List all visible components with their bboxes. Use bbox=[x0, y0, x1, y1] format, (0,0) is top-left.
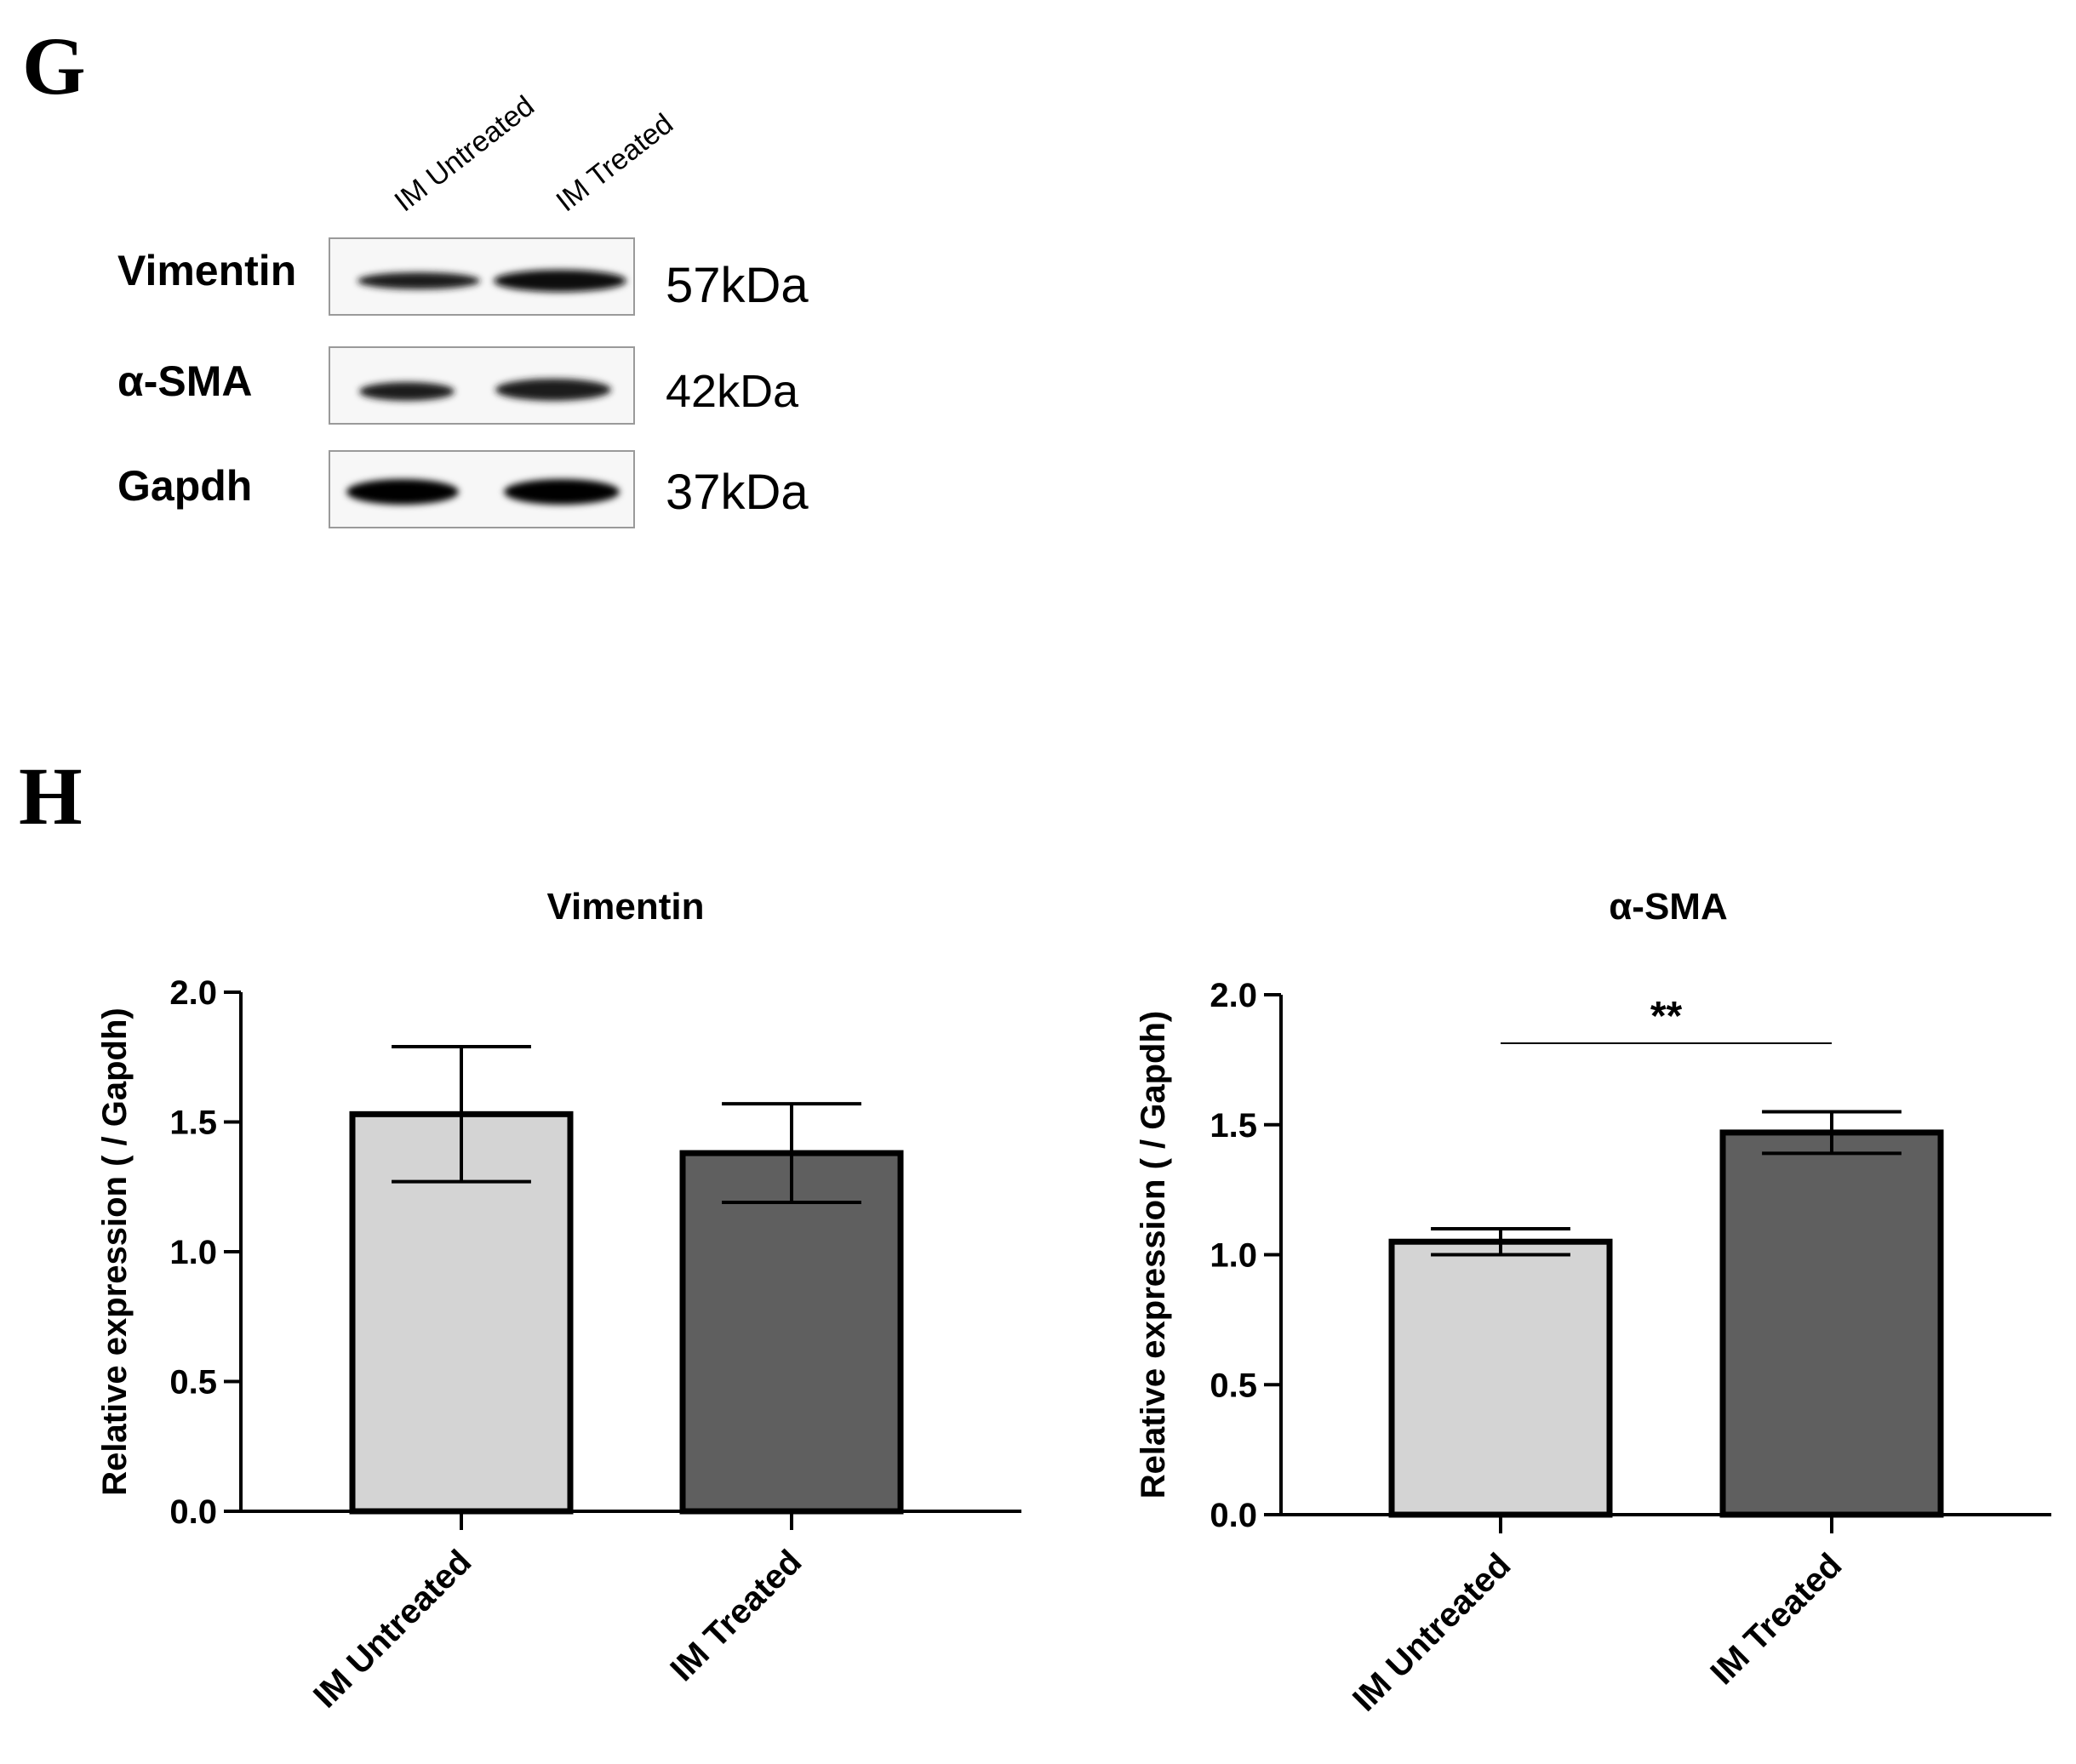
band-vimentin-untreated bbox=[357, 272, 480, 289]
y-tick-label: 1.5 bbox=[169, 1105, 217, 1142]
band-gapdh-untreated bbox=[346, 479, 459, 505]
y-tick-label: 0.0 bbox=[1210, 1497, 1257, 1534]
significance-marker: ** bbox=[1650, 994, 1683, 1039]
y-axis-label: Relative expression ( / Gapdh) bbox=[1135, 1011, 1172, 1499]
y-tick-label: 0.5 bbox=[169, 1364, 217, 1401]
x-tick-label: IM Untreated bbox=[306, 1543, 478, 1715]
blot-size-asma: 42kDa bbox=[666, 366, 799, 417]
x-tick-label: IM Treated bbox=[663, 1543, 809, 1688]
bar-treated bbox=[1719, 1129, 1944, 1518]
bar-untreated bbox=[1388, 1238, 1613, 1518]
band-asma-treated bbox=[495, 379, 611, 401]
blot-protein-vimentin: Vimentin bbox=[117, 247, 296, 294]
blot-size-gapdh: 37kDa bbox=[666, 465, 809, 520]
chart-asma: α-SMA Relative expression ( / Gapdh) 0.0 0.… bbox=[1135, 886, 2051, 1719]
chart-title: Vimentin bbox=[546, 886, 704, 928]
y-tick-label: 1.0 bbox=[1210, 1237, 1257, 1275]
y-tick-label: 1.0 bbox=[169, 1234, 217, 1271]
chart-vimentin: Vimentin Relative expression ( / Gapdh) 0.… bbox=[96, 886, 1021, 1715]
x-tick-label: IM Treated bbox=[1703, 1546, 1849, 1692]
lane-label-treated: IM Treated bbox=[551, 107, 679, 218]
y-tick-label: 0.5 bbox=[1210, 1367, 1257, 1404]
y-tick-label: 0.0 bbox=[169, 1493, 217, 1531]
western-blot: IM Untreated IM Treated Vimentin 57kDa α… bbox=[117, 89, 809, 528]
band-vimentin-treated bbox=[494, 270, 626, 292]
bar-treated bbox=[679, 1150, 904, 1515]
blot-size-vimentin: 57kDa bbox=[666, 258, 809, 313]
band-gapdh-treated bbox=[504, 479, 620, 505]
panel-label-h: H bbox=[19, 751, 83, 842]
blot-protein-gapdh: Gapdh bbox=[117, 462, 252, 510]
lane-label-untreated: IM Untreated bbox=[389, 89, 540, 218]
y-tick-label: 2.0 bbox=[1210, 977, 1257, 1014]
chart-title: α-SMA bbox=[1609, 886, 1727, 928]
y-tick-label: 2.0 bbox=[169, 974, 217, 1012]
band-asma-untreated bbox=[359, 382, 455, 401]
y-axis-label: Relative expression ( / Gapdh) bbox=[96, 1008, 134, 1496]
x-tick-label: IM Untreated bbox=[1346, 1546, 1518, 1718]
blot-protein-asma: α-SMA bbox=[117, 357, 253, 405]
panel-label-g: G bbox=[22, 20, 86, 111]
y-tick-label: 1.5 bbox=[1210, 1107, 1257, 1145]
